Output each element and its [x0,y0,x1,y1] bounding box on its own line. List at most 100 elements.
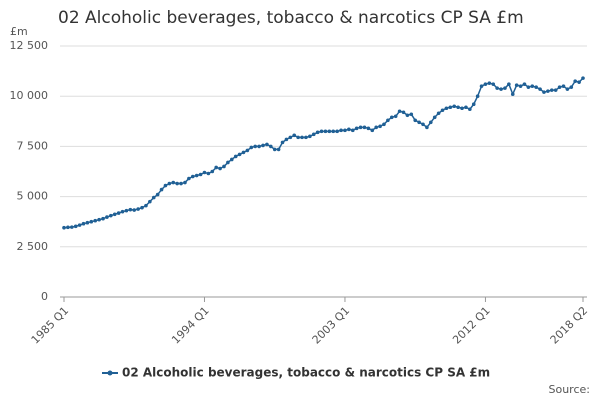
data-point [62,225,66,230]
data-point [140,205,144,210]
data-point [175,181,179,186]
x-tick-label: 1985 Q1 [29,304,72,347]
data-point [452,104,457,109]
data-point [194,173,199,178]
data-point [495,86,499,90]
data-point [487,81,492,85]
data-point [120,209,125,214]
data-point [581,76,585,80]
data-point [151,195,156,200]
data-point [265,142,269,147]
data-point [456,105,460,110]
data-point [183,180,187,185]
data-point [171,180,176,185]
data-point [561,84,566,88]
source: Source: [549,383,591,396]
data-point [202,170,207,175]
y-tick-label: 7 500 [17,139,49,152]
data-point [112,212,117,217]
data-point [276,147,281,152]
data-point [471,102,476,107]
data-point [479,84,484,88]
data-point [425,125,429,130]
data-point [249,145,254,150]
y-tick-label: 0 [41,290,48,303]
data-point [530,84,535,88]
data-point [510,92,515,96]
data-point [272,147,277,152]
data-point [93,218,98,223]
data-point [148,199,152,204]
data-point [292,133,297,138]
y-tick-label: 5 000 [17,190,49,203]
data-point [507,82,511,86]
data-point [393,114,398,119]
data-point [124,208,129,213]
x-tick-label: 1994 Q1 [169,304,212,347]
data-point [549,88,554,92]
data-point [210,169,215,174]
data-point [370,128,375,133]
data-point [187,176,191,181]
data-point [569,85,574,89]
data-point [397,109,402,114]
data-point [421,122,425,127]
data-point [206,171,211,176]
data-point [226,160,230,165]
y-tick-label: 12 500 [10,39,49,52]
data-point [253,144,258,149]
data-point [366,126,371,131]
data-point [257,144,261,149]
data-point [315,130,320,135]
data-point [109,213,113,218]
data-point [573,79,577,83]
data-point [308,134,312,139]
data-point [66,225,70,230]
data-point [128,207,133,212]
data-point [311,132,316,137]
data-point [144,203,148,208]
data-point [343,128,347,133]
data-point [382,122,386,127]
data-point [218,166,222,171]
data-point [378,124,382,129]
legend-marker [107,370,113,376]
data-point [284,137,289,142]
data-point [97,217,101,222]
data-point [214,165,218,170]
data-point [198,172,203,177]
data-point [358,125,363,130]
data-point [70,225,74,229]
data-point [269,144,273,149]
data-point [347,127,351,132]
data-point [436,111,441,116]
data-point [237,152,242,157]
data-point [241,150,246,155]
data-point [374,125,378,130]
data-point [546,89,550,93]
data-point [405,113,410,118]
data-point [417,120,421,125]
data-point [155,192,160,197]
data-point [448,105,453,110]
data-point [534,85,538,89]
data-point [81,221,86,226]
data-point [233,154,238,159]
data-point [577,80,581,84]
data-point [432,115,437,120]
data-point [280,140,285,145]
data-point [288,135,293,140]
data-point [389,115,394,120]
data-point [491,82,496,86]
data-point [557,85,562,89]
x-tick-label: 2012 Q1 [450,304,493,347]
data-point [475,94,480,98]
data-point [323,129,328,134]
x-tick-label: 2018 Q2 [548,304,591,347]
data-point [503,86,507,90]
chart-title: 02 Alcoholic beverages, tobacco & narcot… [58,8,524,28]
data-point [101,216,105,221]
data-point [518,84,523,88]
data-point [483,82,488,86]
